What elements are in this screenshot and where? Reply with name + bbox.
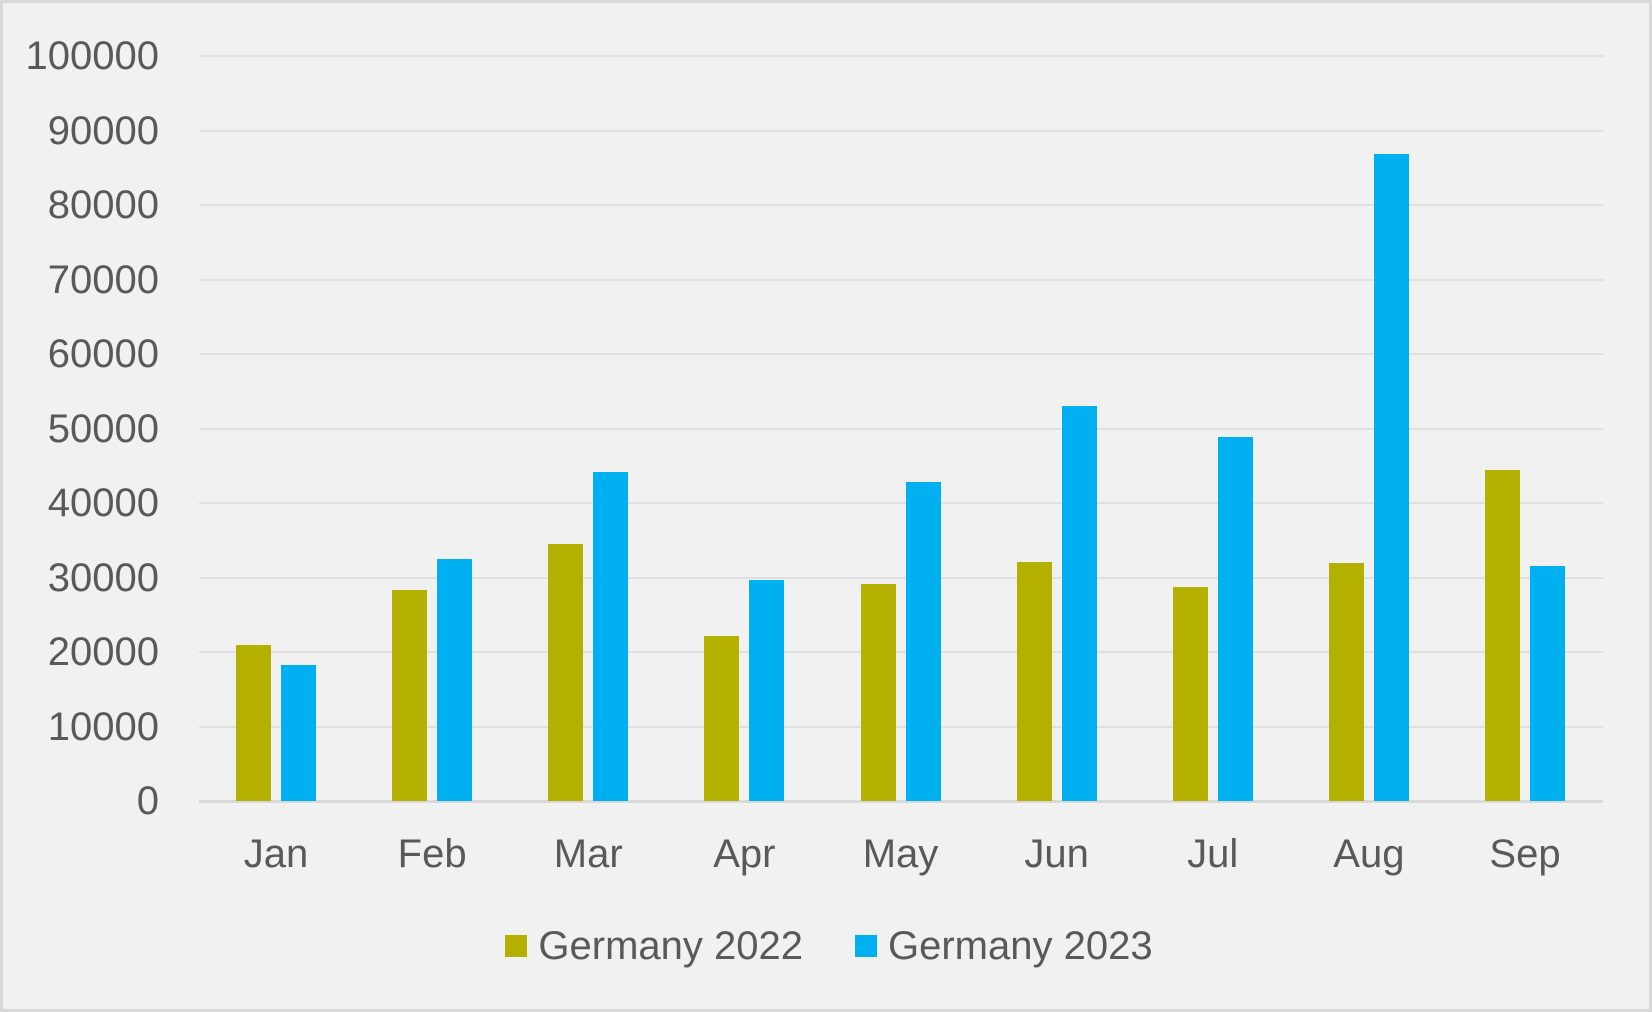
- legend-item-germany-2023: Germany 2023: [855, 923, 1153, 969]
- y-axis-tick-label-40000: 40000: [47, 481, 159, 525]
- legend-swatch-germany-2022: [505, 935, 528, 957]
- y-axis-tick-label-50000: 50000: [47, 406, 159, 451]
- y-axis-tick-label-30000: 30000: [47, 555, 159, 600]
- bar-germany-2022-aug: [1328, 563, 1364, 801]
- x-axis-label-mar: Mar: [553, 832, 623, 876]
- y-axis-tick-label-100000: 100000: [25, 34, 159, 78]
- y-axis-tick-label-20000: 20000: [47, 630, 159, 674]
- bar-germany-2022-jun: [1016, 561, 1052, 801]
- x-axis-label-apr: Apr: [713, 832, 776, 876]
- bar-germany-2023-feb: [437, 558, 473, 801]
- legend-label-germany-2022: Germany 2022: [538, 924, 803, 968]
- legend-label-germany-2023: Germany 2023: [888, 924, 1153, 968]
- bar-germany-2022-feb: [392, 590, 428, 801]
- y-axis-tick-label-80000: 80000: [47, 183, 159, 227]
- gridline-30000: [199, 576, 1603, 579]
- legend-swatch-germany-2023: [855, 935, 877, 957]
- bar-germany-2023-may: [905, 482, 941, 801]
- gridline-50000: [199, 427, 1603, 430]
- bar-germany-2022-jul: [1172, 587, 1208, 801]
- bar-germany-2023-jul: [1217, 437, 1253, 801]
- bar-germany-2022-jan: [236, 645, 271, 801]
- bar-germany-2023-jun: [1061, 406, 1097, 801]
- y-axis-tick-label-70000: 70000: [47, 257, 159, 302]
- gridline-70000: [199, 278, 1603, 281]
- bar-germany-2022-sep: [1485, 470, 1520, 801]
- bar-germany-2023-apr: [749, 579, 785, 801]
- gridline-20000: [199, 651, 1603, 653]
- y-axis-tick-label-90000: 90000: [47, 108, 159, 153]
- chart-legend: Germany 2022 Germany 2023: [3, 923, 1652, 969]
- bar-germany-2022-apr: [704, 636, 740, 801]
- x-axis-line: [199, 800, 1603, 803]
- bar-germany-2022-may: [860, 584, 896, 801]
- x-axis-label-jun: Jun: [1024, 832, 1089, 876]
- bar-germany-2023-sep: [1530, 565, 1565, 801]
- x-axis-label-jul: Jul: [1187, 832, 1239, 876]
- legend-item-germany-2022: Germany 2022: [505, 923, 803, 969]
- bar-germany-2023-mar: [593, 472, 629, 801]
- gridline-10000: [199, 725, 1603, 728]
- y-axis-tick-label-0: 0: [136, 779, 159, 823]
- gridline-90000: [199, 129, 1603, 132]
- x-axis-label-aug: Aug: [1333, 832, 1405, 876]
- gridline-100000: [199, 55, 1603, 57]
- gridline-40000: [199, 502, 1603, 504]
- bar-germany-2022-mar: [548, 543, 584, 801]
- plot-area: 0 10000 20000 30000 40000 50000 60000 70000 8000…: [3, 3, 1649, 1009]
- x-axis-label-feb: Feb: [397, 832, 467, 876]
- bar-germany-2023-aug: [1373, 154, 1409, 801]
- x-axis-label-sep: Sep: [1489, 832, 1561, 876]
- gridline-60000: [199, 353, 1603, 355]
- y-axis-tick-label-60000: 60000: [47, 332, 159, 376]
- bar-germany-2023-jan: [281, 665, 316, 801]
- gridline-80000: [199, 204, 1603, 206]
- y-axis-tick-label-10000: 10000: [47, 704, 159, 749]
- x-axis-label-may: May: [862, 832, 939, 876]
- x-axis-label-jan: Jan: [243, 832, 309, 876]
